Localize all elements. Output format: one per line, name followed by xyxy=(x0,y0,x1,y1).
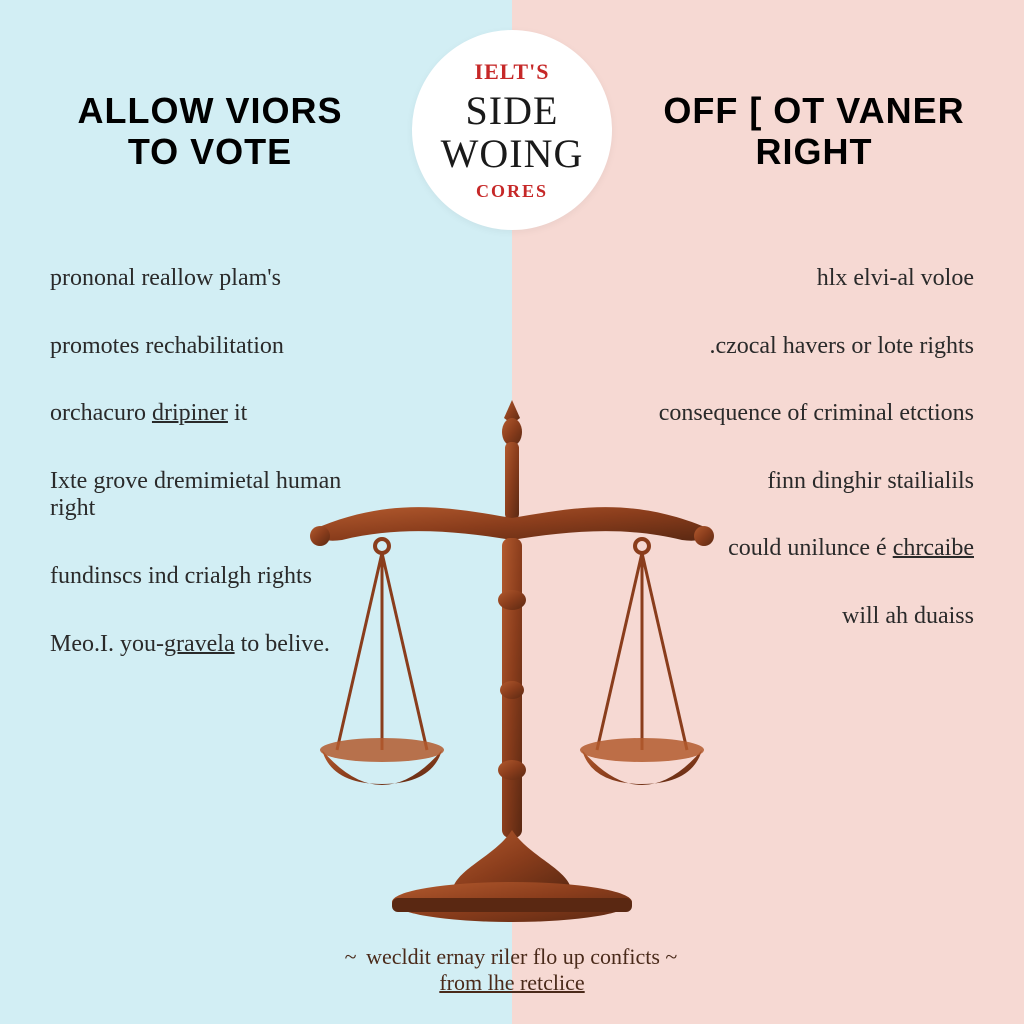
badge-line-2: SIDE xyxy=(466,87,559,134)
footer-line-2: from lhe retclice xyxy=(0,970,1024,996)
badge-line-1: IELT'S xyxy=(475,59,550,85)
list-item: promotes rechabilitation xyxy=(50,333,380,361)
right-column-heading: OFF [ OT VANER RIGHT xyxy=(644,90,984,173)
list-item: .czocal havers or lote rights xyxy=(644,333,974,361)
right-heading-line-1: OFF [ OT VANER xyxy=(644,90,984,131)
left-heading-line-1: ALLOW VIORS xyxy=(40,90,380,131)
list-item: hlx elvi-al voloe xyxy=(644,265,974,293)
badge-line-4: CORES xyxy=(476,181,548,202)
left-heading-line-2: TO VOTE xyxy=(40,131,380,172)
list-item: prononal reallow plam's xyxy=(50,265,380,293)
badge-line-3: WOING xyxy=(441,130,584,177)
right-heading-line-2: RIGHT xyxy=(644,131,984,172)
left-column-heading: ALLOW VIORS TO VOTE xyxy=(40,90,380,173)
scales-icon xyxy=(252,390,772,970)
center-badge: IELT'S SIDE WOING CORES xyxy=(412,30,612,230)
